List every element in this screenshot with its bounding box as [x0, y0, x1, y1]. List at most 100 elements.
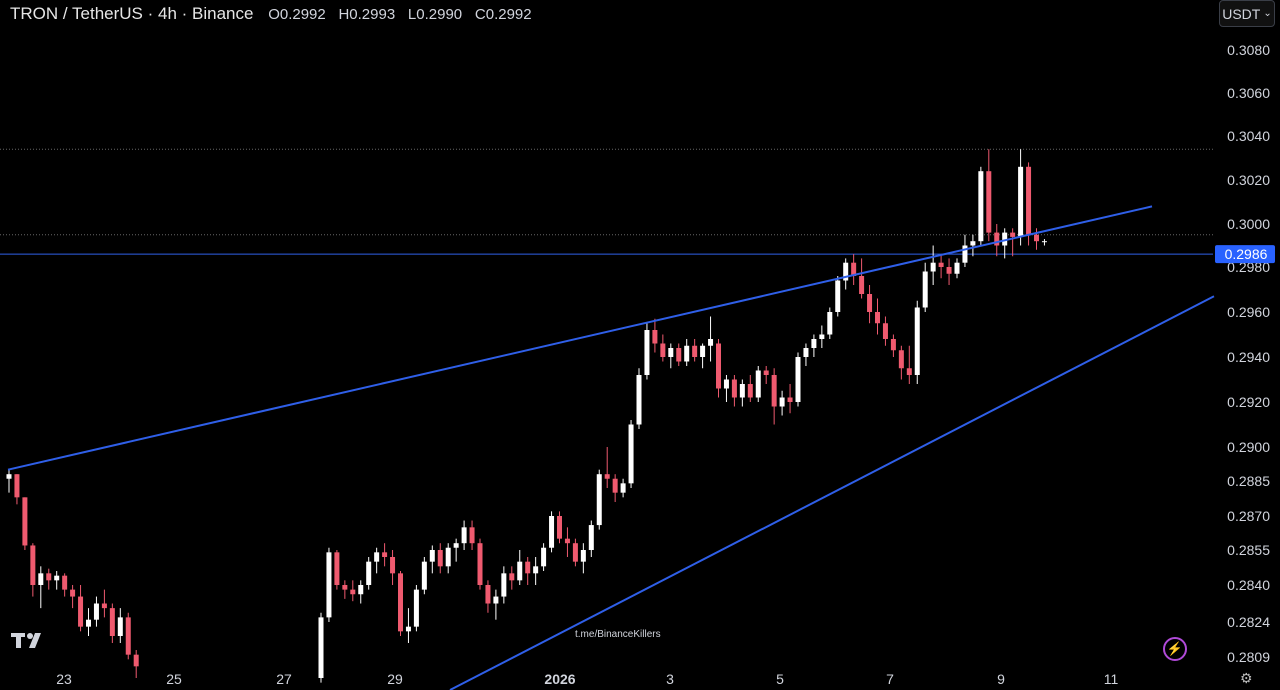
ohlc-low: L0.2990 — [407, 6, 463, 23]
candle-body — [22, 497, 28, 546]
candle-body — [86, 619, 91, 627]
candle-body — [572, 543, 578, 562]
price-axis-label: 0.2870 — [1227, 508, 1270, 524]
candle-body — [930, 262, 936, 272]
candle-body — [477, 543, 483, 585]
candle-body — [692, 345, 698, 357]
candle-body — [517, 561, 523, 581]
candle-body — [859, 276, 865, 294]
symbol-title[interactable]: TRON / TetherUS · 4h · Binance — [10, 4, 254, 23]
lightning-icon[interactable]: ⚡ — [1163, 637, 1187, 661]
candle-body — [867, 294, 873, 312]
candle-body — [125, 617, 131, 655]
horizontal-lines — [0, 148, 1213, 255]
candle-body — [747, 384, 753, 398]
candle-body — [716, 343, 721, 389]
candle-body — [875, 312, 880, 324]
gear-icon[interactable]: ⚙ — [1240, 670, 1253, 686]
candle-body — [501, 573, 507, 597]
candle-body — [1010, 232, 1016, 237]
time-axis-label: 5 — [776, 671, 784, 687]
price-axis: 0.30800.30600.30400.30200.30000.29800.29… — [1215, 42, 1275, 665]
candle-body — [557, 516, 562, 539]
candle-body — [739, 384, 745, 398]
candle-body — [421, 561, 427, 590]
candle-body — [133, 654, 139, 667]
price-axis-label: 0.2824 — [1227, 614, 1270, 630]
candle-body — [898, 350, 904, 369]
candle-body — [612, 478, 618, 493]
price-axis-label: 0.2920 — [1227, 394, 1270, 410]
candle-body — [1041, 241, 1047, 243]
time-axis: 23 25 27 29 2026 3 5 7 9 11 — [56, 671, 1118, 687]
candle-body — [644, 330, 650, 375]
time-axis-label: 7 — [886, 671, 894, 687]
candle-body — [795, 357, 801, 402]
candle-body — [525, 561, 531, 574]
candle-body — [437, 550, 443, 567]
price-axis-label: 0.2940 — [1227, 349, 1270, 365]
candle-body — [684, 345, 690, 362]
price-axis-label: 0.2840 — [1227, 577, 1270, 593]
watermark-text: t.me/BinanceKillers — [575, 629, 661, 640]
current-price-label: 0.2986 — [1225, 246, 1268, 262]
candle-body — [493, 596, 499, 604]
candle-body — [938, 262, 944, 267]
candle-body — [668, 348, 674, 357]
price-axis-label: 0.3060 — [1227, 85, 1270, 101]
price-axis-label: 0.3020 — [1227, 172, 1270, 188]
candle-body — [763, 370, 769, 375]
candle-body — [30, 545, 36, 585]
candle-body — [962, 245, 968, 263]
upper-trendline — [7, 205, 1153, 471]
candle-body — [922, 271, 928, 308]
candle-body — [70, 589, 76, 597]
candle-body — [533, 566, 539, 574]
candle-body — [978, 171, 984, 242]
candle-body — [652, 330, 658, 344]
currency-selector-button[interactable]: USDT ⌄ — [1219, 0, 1275, 27]
candle-body — [676, 348, 682, 362]
candle-body — [1034, 234, 1039, 242]
candle-body — [326, 552, 332, 618]
candle-body — [954, 262, 960, 274]
candle-body — [787, 397, 793, 402]
trendlines — [7, 205, 1215, 690]
candle-body — [429, 550, 435, 562]
candle-body — [382, 552, 388, 557]
candle-body — [117, 617, 123, 636]
candle-body — [970, 241, 976, 246]
price-axis-label: 0.3040 — [1227, 128, 1270, 144]
candle-body — [398, 573, 403, 632]
price-axis-label: 0.2885 — [1227, 473, 1270, 489]
candle-body — [358, 585, 364, 595]
candle-body — [890, 339, 896, 351]
candle-body — [731, 379, 737, 398]
candle-body — [803, 348, 809, 357]
candle-body — [723, 379, 729, 389]
candle-body — [453, 543, 459, 548]
candle-body — [835, 280, 841, 312]
time-axis-label: 3 — [666, 671, 674, 687]
candle-body — [914, 307, 920, 375]
ohlc-close: C0.2992 — [474, 6, 532, 23]
candle-body — [350, 589, 356, 595]
candle-body — [700, 345, 706, 357]
candle-body — [819, 334, 825, 339]
candles — [6, 149, 1047, 683]
candle-body — [1026, 166, 1032, 235]
price-axis-label: 0.2809 — [1227, 649, 1270, 665]
candle-body — [390, 557, 396, 574]
candle-body — [708, 339, 714, 346]
candle-body — [1018, 166, 1024, 237]
price-axis-label: 0.2960 — [1227, 304, 1270, 320]
candle-body — [827, 312, 833, 335]
candle-body — [318, 617, 324, 678]
time-axis-label: 2026 — [544, 671, 575, 687]
candle-body — [994, 232, 1000, 246]
candle-body — [882, 323, 888, 339]
candle-body — [101, 603, 107, 609]
candle-body — [38, 573, 44, 585]
candle-body — [596, 474, 602, 526]
